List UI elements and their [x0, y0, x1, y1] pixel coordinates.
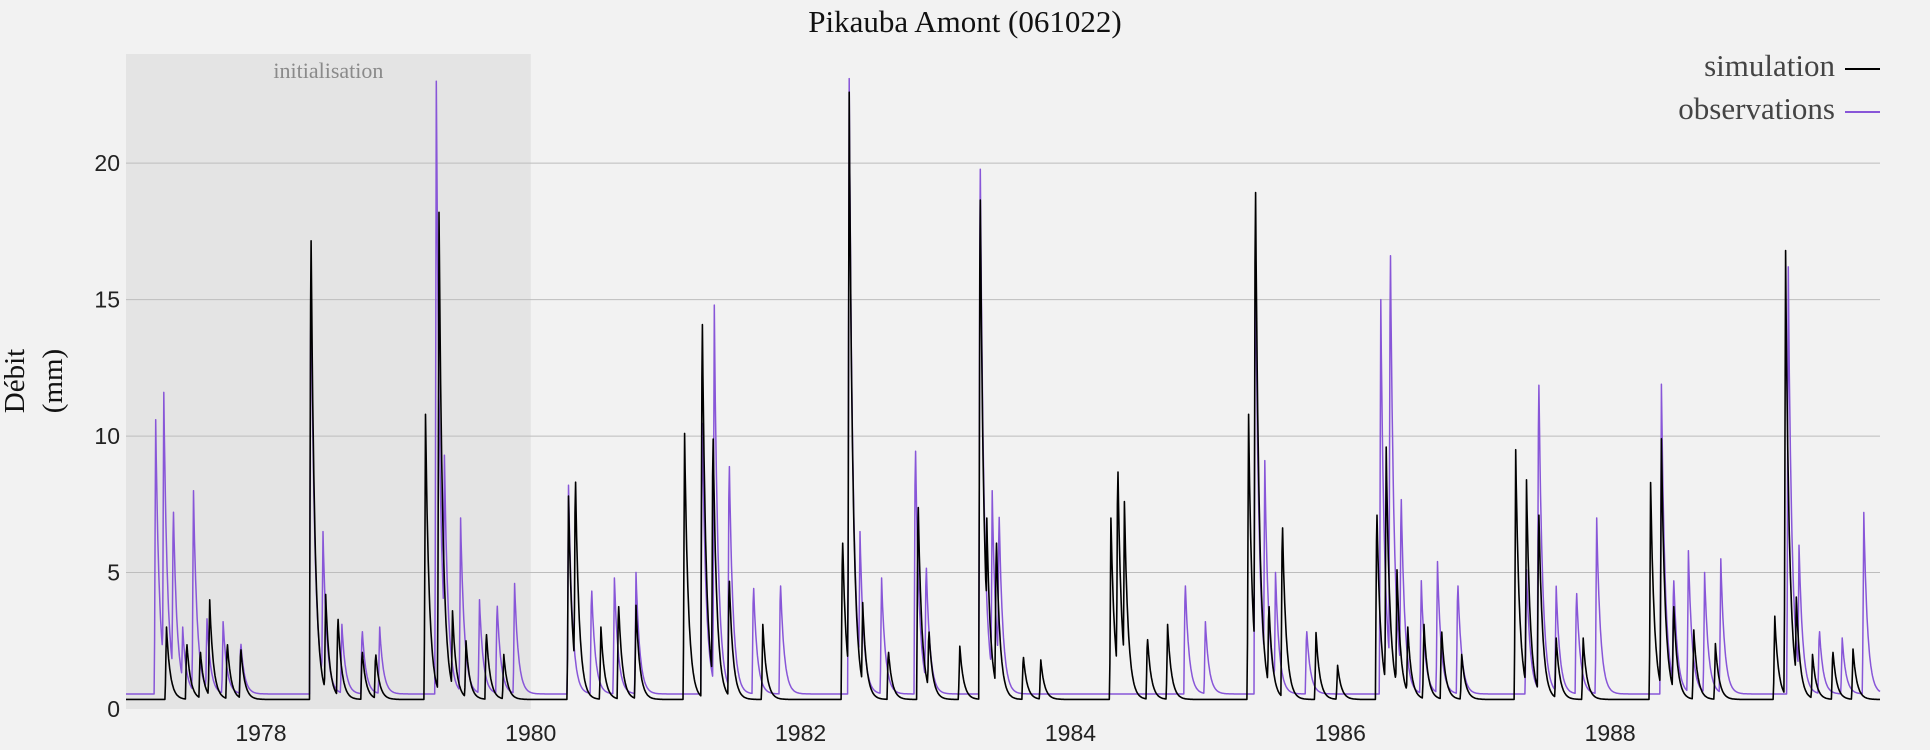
x-tick-label: 1988 [1585, 720, 1636, 746]
x-tick-label: 1978 [235, 720, 286, 746]
legend: simulation observations [1678, 48, 1880, 126]
x-tick-label: 1980 [505, 720, 556, 746]
y-tick-label: 5 [107, 560, 120, 586]
x-tick-label: 1986 [1315, 720, 1366, 746]
legend-label-observations: observations [1678, 91, 1835, 126]
series-line-simulation [125, 91, 1881, 701]
initialisation-shaded-region [126, 54, 531, 709]
initialisation-label: initialisation [273, 58, 383, 83]
y-axis-label: Débit (mm) [0, 349, 69, 413]
y-axis-label-line2: (mm) [37, 349, 69, 413]
y-axis-label-line1: Débit [0, 349, 31, 413]
chart-title: Pikauba Amont (061022) [808, 4, 1121, 39]
x-tick-label: 1984 [1045, 720, 1096, 746]
y-tick-label: 15 [94, 287, 120, 313]
y-axis-ticks: 0 5 10 15 20 [94, 150, 120, 722]
series-lines [125, 77, 1881, 701]
x-tick-label: 1982 [775, 720, 826, 746]
y-tick-label: 0 [107, 696, 120, 722]
gridlines [126, 162, 1880, 574]
legend-label-simulation: simulation [1704, 48, 1835, 83]
series-line-observations [125, 77, 1881, 695]
y-tick-label: 10 [94, 423, 120, 449]
y-tick-label: 20 [94, 150, 120, 176]
x-axis-ticks: 1978 1980 1982 1984 1986 1988 [235, 720, 1635, 746]
